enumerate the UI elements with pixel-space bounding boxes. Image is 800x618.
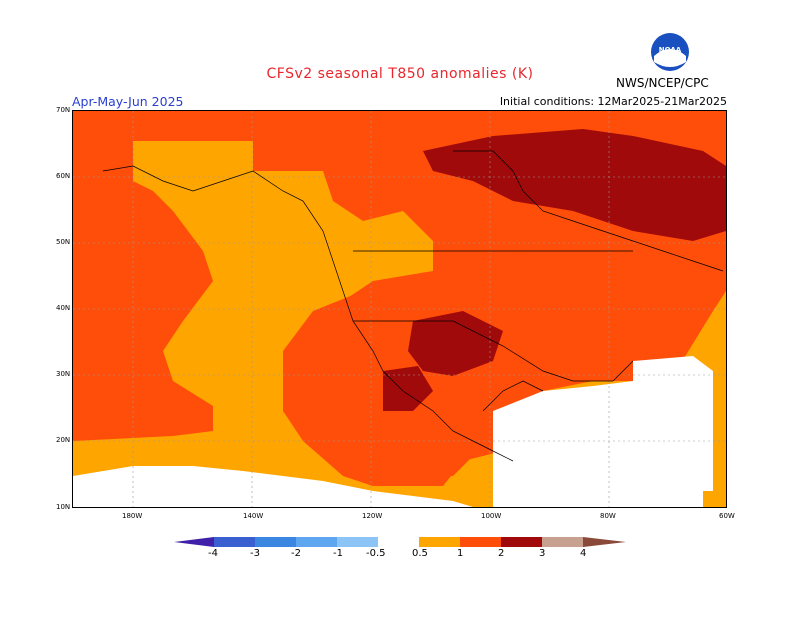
red-region-west: [283, 281, 473, 476]
colorbar-label: -1: [333, 548, 343, 559]
forecast-period: Apr-May-Jun 2025: [72, 94, 184, 109]
colorbar-swatch: [214, 537, 255, 547]
agency-label: NWS/NCEP/CPC: [616, 76, 709, 90]
colorbar-swatch: [501, 537, 542, 547]
neutral-region-atlantic: [633, 356, 713, 491]
colorbar-label: -0.5: [366, 548, 386, 559]
lon-label: 60W: [719, 512, 735, 520]
colorbar-arrow-high: [583, 537, 626, 547]
lat-label: 30N: [56, 370, 71, 378]
colorbar-label: 0.5: [412, 548, 428, 559]
lon-label: 80W: [600, 512, 616, 520]
lon-label: 120W: [362, 512, 383, 520]
colorbar-label: 4: [580, 548, 587, 559]
lat-label: 20N: [56, 436, 71, 444]
colorbar-swatch: [378, 537, 419, 547]
darkred-region-mexico: [383, 366, 433, 411]
logo-text: NOAA: [659, 46, 682, 54]
neutral-region-south: [73, 466, 473, 507]
lon-label: 140W: [243, 512, 264, 520]
lon-label: 180W: [122, 512, 143, 520]
colorbar-arrow-low: [174, 537, 214, 547]
lon-label: 100W: [481, 512, 502, 520]
colorbar-swatch: [255, 537, 296, 547]
darkred-region-southwest: [408, 311, 503, 376]
colorbar: [174, 537, 626, 547]
anomaly-map: [72, 110, 727, 508]
colorbar-swatch: [337, 537, 378, 547]
lat-label: 50N: [56, 238, 71, 246]
noaa-logo: NOAA: [651, 33, 689, 71]
colorbar-label: 3: [539, 548, 546, 559]
colorbar-swatch: [296, 537, 337, 547]
colorbar-label: 2: [498, 548, 505, 559]
initial-conditions: Initial conditions: 12Mar2025-21Mar2025: [499, 95, 727, 108]
colorbar-swatch: [460, 537, 501, 547]
lat-label: 70N: [56, 106, 71, 114]
colorbar-swatch: [542, 537, 583, 547]
colorbar-label: -4: [208, 548, 218, 559]
lat-label: 60N: [56, 172, 71, 180]
lat-label: 40N: [56, 304, 71, 312]
map-title: CFSv2 seasonal T850 anomalies (K): [266, 66, 534, 82]
colorbar-swatch: [419, 537, 460, 547]
anomaly-field: [73, 111, 726, 507]
colorbar-label: -2: [291, 548, 301, 559]
lat-label: 10N: [56, 503, 71, 511]
colorbar-label: 1: [457, 548, 464, 559]
colorbar-label: -3: [250, 548, 260, 559]
